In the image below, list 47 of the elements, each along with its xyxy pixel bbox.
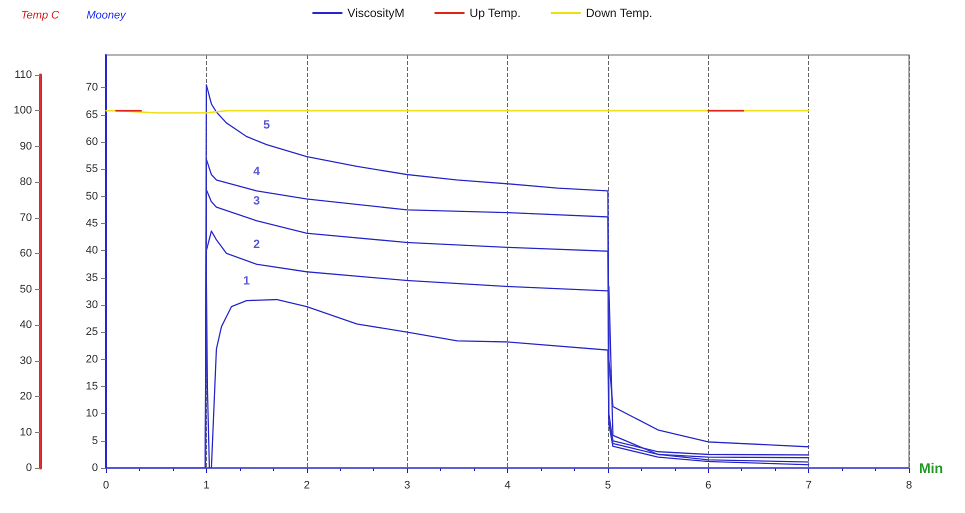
- y2-tick-label: 50: [20, 283, 32, 296]
- y-tick-label: 10: [86, 408, 98, 420]
- y2-tick-label: 100: [14, 104, 32, 117]
- x-tick-label: 6: [705, 480, 712, 492]
- y2-tick-label: 90: [20, 140, 32, 152]
- x-tick-label: 0: [102, 480, 110, 492]
- y2-tick-label: 20: [20, 390, 32, 403]
- y2-tick-label: 10: [20, 426, 32, 438]
- legend-label: ViscosityM: [347, 6, 405, 20]
- x-axis-title: Min: [919, 460, 944, 476]
- y2-tick-label: 70: [20, 212, 32, 224]
- y-tick-label: 15: [86, 380, 98, 392]
- y-tick-label: 30: [86, 298, 98, 311]
- x-tick-label: 1: [203, 480, 210, 492]
- y-tick-label: 50: [86, 190, 98, 202]
- y-tick-label: 65: [86, 108, 98, 121]
- y-tick-label: 35: [86, 272, 98, 284]
- annotation: 5: [263, 118, 270, 132]
- y-tick-label: 0: [92, 462, 98, 474]
- x-tick-label: 3: [404, 480, 410, 492]
- y-tick-label: 45: [86, 217, 98, 230]
- y-tick-label: 55: [86, 163, 98, 176]
- legend-label: Up Temp.: [470, 6, 521, 20]
- y2-tick-label: 110: [14, 69, 32, 81]
- annotation: 1: [243, 274, 250, 288]
- y-tick-label: 40: [86, 244, 98, 257]
- x-tick-label: 7: [806, 480, 812, 492]
- y2-axis-title: Temp C: [20, 10, 60, 22]
- x-tick-label: 4: [504, 480, 511, 492]
- x-tick-label: 8: [906, 480, 912, 492]
- y-axis-title: Mooney: [86, 10, 128, 22]
- y-tick-label: 70: [86, 82, 98, 94]
- y2-tick-label: 0: [26, 462, 32, 474]
- annotation: 3: [253, 194, 260, 208]
- y2-tick-label: 60: [20, 248, 32, 260]
- y2-tick-label: 30: [20, 354, 32, 367]
- annotation: 4: [253, 164, 260, 178]
- x-tick-label: 2: [304, 480, 310, 492]
- y2-tick-label: 80: [20, 176, 32, 188]
- annotation: 2: [253, 237, 260, 252]
- y-tick-label: 60: [86, 136, 98, 148]
- legend-label: Down Temp.: [586, 6, 652, 20]
- x-tick-label: 5: [604, 480, 611, 492]
- y-tick-label: 20: [86, 353, 98, 366]
- y2-tick-label: 40: [20, 319, 32, 332]
- y-tick-label: 5: [92, 434, 98, 447]
- y-tick-label: 25: [86, 326, 98, 338]
